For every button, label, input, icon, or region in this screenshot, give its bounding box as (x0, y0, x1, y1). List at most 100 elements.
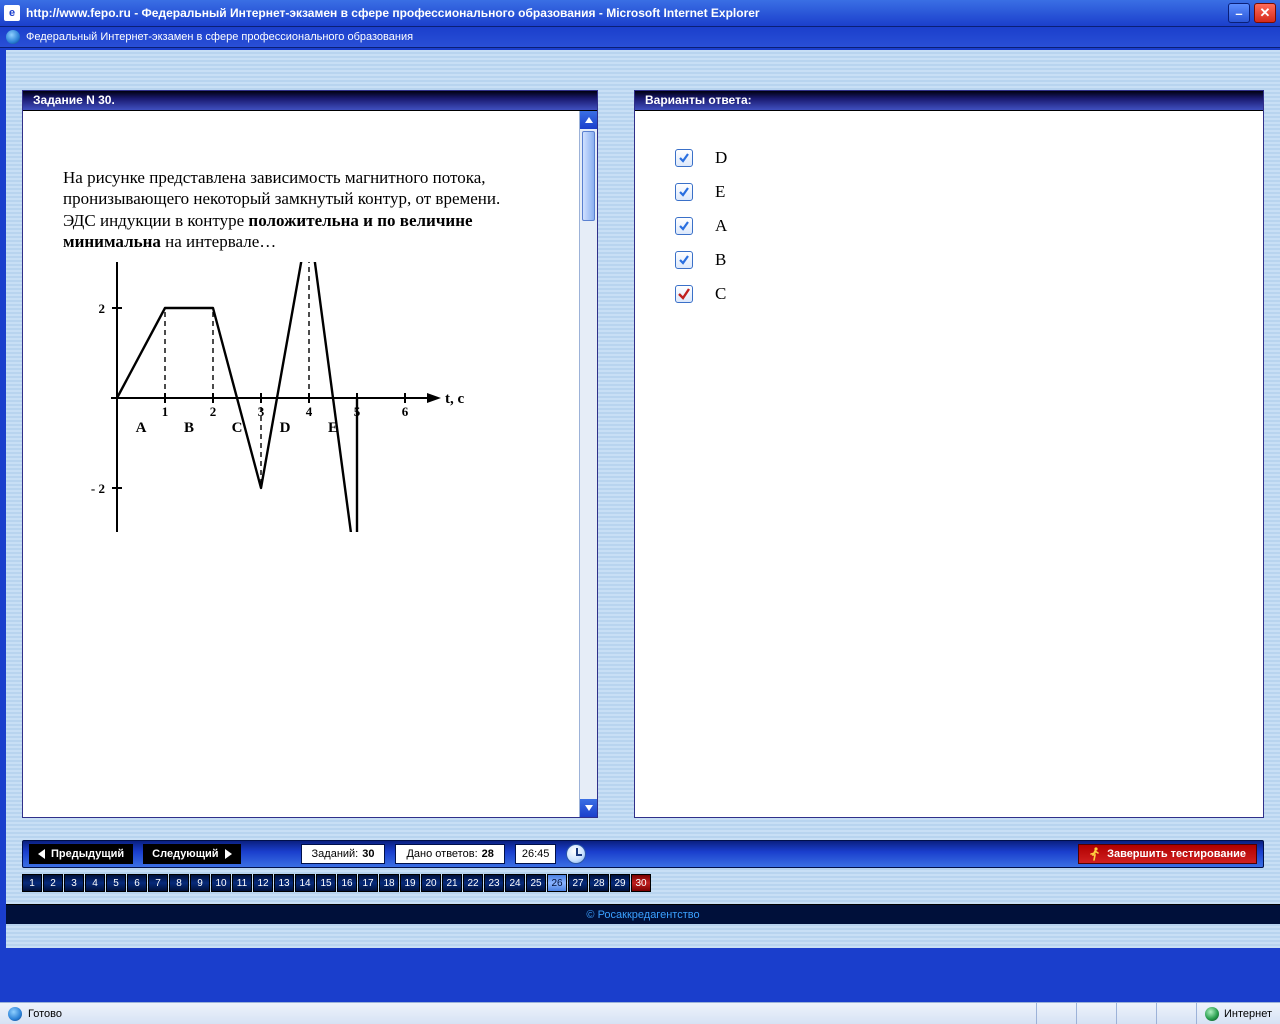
question-cell-17[interactable]: 17 (358, 874, 378, 892)
answer-checkbox-E[interactable] (675, 183, 693, 201)
next-button-label: Следующий (152, 848, 218, 860)
question-cell-9[interactable]: 9 (190, 874, 210, 892)
answers-panel: Варианты ответа: DEABC (634, 90, 1264, 818)
question-cell-15[interactable]: 15 (316, 874, 336, 892)
browser-tab-title: Федеральный Интернет-экзамен в сфере про… (26, 31, 413, 43)
magnetic-flux-chart: Ф, Вбt, с- 4- 224123456ABCDE (67, 262, 467, 532)
question-cell-16[interactable]: 16 (337, 874, 357, 892)
question-cell-20[interactable]: 20 (421, 874, 441, 892)
internet-zone-icon (1205, 1007, 1219, 1021)
question-cell-6[interactable]: 6 (127, 874, 147, 892)
answer-label: B (715, 250, 726, 270)
svg-text:2: 2 (99, 301, 106, 316)
svg-text:1: 1 (162, 404, 169, 419)
ie-icon: e (4, 5, 20, 21)
close-button[interactable]: ✕ (1254, 3, 1276, 23)
prev-button-label: Предыдущий (51, 848, 124, 860)
answer-option-B[interactable]: B (675, 243, 1263, 277)
question-cell-28[interactable]: 28 (589, 874, 609, 892)
question-panel-body: На рисунке представлена зависимость магн… (23, 111, 597, 817)
svg-text:A: A (136, 420, 147, 436)
question-number-grid: 1234567891011121314151617181920212223242… (22, 874, 1264, 894)
finish-button-label: Завершить тестирование (1107, 848, 1246, 860)
question-cell-24[interactable]: 24 (505, 874, 525, 892)
scroll-thumb[interactable] (582, 131, 595, 221)
question-cell-27[interactable]: 27 (568, 874, 588, 892)
answers-given-box: Дано ответов:28 (395, 844, 504, 864)
next-button[interactable]: Следующий (143, 844, 240, 864)
question-scrollbar[interactable] (579, 111, 597, 817)
svg-text:- 2: - 2 (91, 481, 105, 496)
answer-option-E[interactable]: E (675, 175, 1263, 209)
triangle-right-icon (225, 849, 232, 859)
question-cell-8[interactable]: 8 (169, 874, 189, 892)
question-cell-22[interactable]: 22 (463, 874, 483, 892)
question-cell-13[interactable]: 13 (274, 874, 294, 892)
svg-text:B: B (184, 420, 194, 436)
runner-icon (1089, 847, 1101, 861)
answer-checkbox-A[interactable] (675, 217, 693, 235)
navigation-bar: Предыдущий Следующий Заданий:30 Дано отв… (22, 840, 1264, 868)
ie-small-icon (8, 1007, 22, 1021)
answer-label: A (715, 216, 727, 236)
status-empty-2 (1076, 1003, 1116, 1024)
status-empty-1 (1036, 1003, 1076, 1024)
answer-label: E (715, 182, 725, 202)
question-cell-14[interactable]: 14 (295, 874, 315, 892)
time-box: 26:45 (515, 844, 557, 864)
question-cell-4[interactable]: 4 (85, 874, 105, 892)
finish-test-button[interactable]: Завершить тестирование (1078, 844, 1257, 864)
tasks-total-box: Заданий:30 (301, 844, 386, 864)
answer-label: C (715, 284, 726, 304)
browser-statusbar: Готово Интернет (0, 1002, 1280, 1024)
answer-label: D (715, 148, 727, 168)
question-cell-11[interactable]: 11 (232, 874, 252, 892)
globe-icon (6, 30, 20, 44)
question-cell-2[interactable]: 2 (43, 874, 63, 892)
answer-checkbox-C[interactable] (675, 285, 693, 303)
chart-container: Ф, Вбt, с- 4- 224123456ABCDE (23, 262, 597, 537)
question-cell-29[interactable]: 29 (610, 874, 630, 892)
question-cell-1[interactable]: 1 (22, 874, 42, 892)
answers-panel-header: Варианты ответа: (635, 91, 1263, 111)
question-cell-7[interactable]: 7 (148, 874, 168, 892)
question-cell-5[interactable]: 5 (106, 874, 126, 892)
answer-option-A[interactable]: A (675, 209, 1263, 243)
question-cell-10[interactable]: 10 (211, 874, 231, 892)
svg-text:4: 4 (306, 404, 313, 419)
scroll-down-button[interactable] (580, 799, 597, 817)
svg-text:D: D (280, 420, 291, 436)
status-empty-4 (1156, 1003, 1196, 1024)
question-cell-30[interactable]: 30 (631, 874, 651, 892)
question-text: На рисунке представлена зависимость магн… (23, 111, 597, 262)
status-empty-3 (1116, 1003, 1156, 1024)
window-title: http://www.fepo.ru - Федеральный Интерне… (26, 6, 760, 20)
answers-panel-body: DEABC (635, 111, 1263, 817)
window-titlebar: e http://www.fepo.ru - Федеральный Интер… (0, 0, 1280, 26)
svg-text:2: 2 (210, 404, 217, 419)
status-zone: Интернет (1196, 1003, 1280, 1024)
svg-text:C: C (232, 420, 243, 436)
answer-option-D[interactable]: D (675, 141, 1263, 175)
answer-option-C[interactable]: C (675, 277, 1263, 311)
triangle-left-icon (38, 849, 45, 859)
question-cell-12[interactable]: 12 (253, 874, 273, 892)
question-cell-26[interactable]: 26 (547, 874, 567, 892)
question-cell-19[interactable]: 19 (400, 874, 420, 892)
answer-checkbox-D[interactable] (675, 149, 693, 167)
answers-list: DEABC (635, 111, 1263, 311)
question-cell-25[interactable]: 25 (526, 874, 546, 892)
question-cell-18[interactable]: 18 (379, 874, 399, 892)
question-cell-21[interactable]: 21 (442, 874, 462, 892)
page-body: Задание N 30. На рисунке представлена за… (4, 48, 1280, 950)
question-cell-3[interactable]: 3 (64, 874, 84, 892)
browser-tabbar: Федеральный Интернет-экзамен в сфере про… (0, 26, 1280, 48)
scroll-up-button[interactable] (580, 111, 597, 129)
minimize-button[interactable]: – (1228, 3, 1250, 23)
prev-button[interactable]: Предыдущий (29, 844, 133, 864)
question-cell-23[interactable]: 23 (484, 874, 504, 892)
svg-text:t, с: t, с (445, 391, 464, 407)
copyright-footer: © Росаккредагентство (6, 904, 1280, 924)
answer-checkbox-B[interactable] (675, 251, 693, 269)
question-panel-header: Задание N 30. (23, 91, 597, 111)
